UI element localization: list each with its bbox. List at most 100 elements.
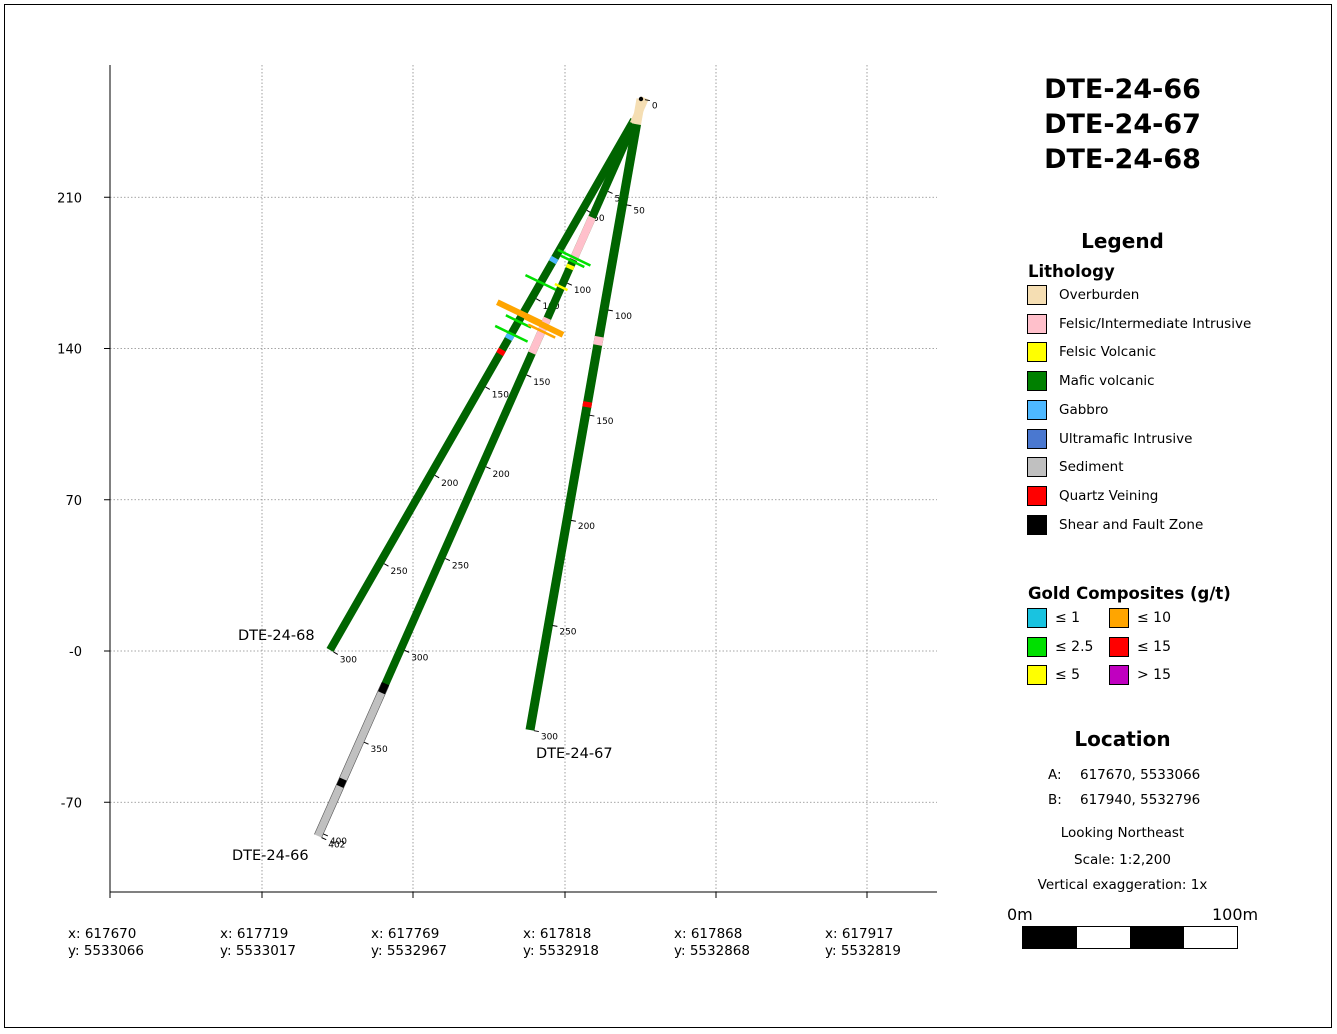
gold-composite [524, 274, 557, 292]
depth-label: 150 [533, 378, 550, 388]
gold-composite [527, 323, 556, 339]
y-tick-label: 140 [57, 343, 82, 358]
lithology-item: Mafic volcanic [1027, 369, 1155, 393]
depth-label: 402 [328, 841, 345, 851]
depth-label: 200 [441, 479, 458, 489]
title-hole-3: DTE-24-68 [1044, 144, 1201, 175]
gold-swatch [1109, 608, 1129, 628]
depth-label: 150 [492, 390, 509, 400]
collar-marker [638, 96, 644, 102]
scalebar-segment [1076, 927, 1130, 948]
gold-heading: Gold Composites (g/t) [1028, 584, 1231, 603]
lithology-item: Overburden [1027, 283, 1139, 307]
depth-tick [570, 519, 576, 522]
map-scale: Scale: 1:2,200 [1074, 852, 1171, 868]
gold-label: ≤ 1 [1055, 610, 1081, 626]
lithology-item: Quartz Veining [1027, 484, 1158, 508]
lithology-label: Felsic Volcanic [1059, 344, 1157, 361]
axes [104, 65, 937, 898]
depth-tick [533, 730, 539, 733]
x-tick-label-northing: y: 5532819 [825, 943, 901, 959]
depth-tick [404, 649, 410, 653]
depth-tick [526, 374, 532, 378]
gold-swatch [1027, 636, 1047, 657]
gold-composite [554, 282, 569, 292]
hole-label: DTE-24-67 [536, 746, 613, 762]
hole-outline [321, 686, 389, 838]
lithology-heading: Lithology [1028, 262, 1115, 281]
lithology-interval [381, 122, 638, 688]
y-tick-label: -70 [61, 796, 82, 811]
depth-tick [485, 386, 491, 390]
depth-label: 50 [633, 207, 645, 217]
depth-tick [607, 190, 613, 194]
hole-label: DTE-24-68 [238, 628, 315, 644]
x-tick-label-northing: y: 5533017 [220, 943, 296, 959]
location-b-value: 617940, 5532796 [1080, 792, 1201, 808]
lithology-swatch [1027, 342, 1047, 363]
lithology-interval [496, 347, 506, 357]
depth-label: 350 [371, 745, 388, 755]
gold-item: ≤ 5 [1027, 663, 1080, 687]
lithology-swatch [1027, 371, 1047, 392]
location-heading: Location [1074, 727, 1171, 751]
drill-hole: 0 50 100 150 200 250 300 DTE-24-67 [525, 96, 658, 762]
lithology-swatch [1027, 485, 1047, 506]
lithology-label: Mafic volcanic [1059, 373, 1155, 390]
gold-label: ≤ 15 [1137, 638, 1171, 655]
location-b: B: 617940, 5532796 [1048, 792, 1200, 808]
depth-tick [644, 99, 650, 102]
gold-item: ≤ 10 [1109, 606, 1171, 630]
gold-composite [505, 314, 532, 329]
lithology-item: Felsic Volcanic [1027, 340, 1156, 364]
lithology-swatch [1027, 285, 1047, 305]
x-tick-label-northing: y: 5533066 [68, 943, 144, 959]
location-a: A: 617670, 5533066 [1048, 767, 1200, 783]
depth-tick [567, 282, 573, 286]
depth-tick [445, 558, 451, 562]
y-tick-label: 70 [65, 494, 82, 509]
gold-item: ≤ 2.5 [1027, 635, 1093, 659]
lithology-interval [314, 683, 389, 838]
drill-hole: 50 100 150 200 250 300 DTE-24-68 [238, 118, 638, 665]
lithology-item: Shear and Fault Zone [1027, 513, 1203, 537]
lithology-label: Quartz Veining [1059, 487, 1159, 504]
depth-tick [333, 651, 339, 655]
depth-tick [589, 414, 595, 417]
gold-composite [557, 248, 591, 267]
scalebar-start-label: 0m [1007, 905, 1033, 924]
scalebar-segment [1023, 927, 1077, 948]
depth-label: 200 [493, 470, 510, 480]
hole-label: DTE-24-66 [232, 848, 309, 864]
depth-label: 0 [652, 102, 658, 112]
depth-label: 400 [330, 837, 347, 847]
location-a-label: A: [1048, 767, 1062, 783]
depth-tick [485, 466, 491, 470]
scalebar-segment [1130, 927, 1184, 948]
lithology-interval [525, 123, 641, 731]
depth-label: 300 [411, 653, 428, 663]
grid-lines [110, 65, 937, 892]
x-tick-label-northing: y: 5532967 [371, 943, 447, 959]
depth-tick [434, 474, 440, 479]
lithology-interval [336, 777, 347, 789]
x-tick-label-easting: x: 617769 [371, 926, 439, 942]
gold-swatch [1109, 636, 1129, 657]
lithology-interval [326, 118, 638, 652]
depth-label: 250 [390, 567, 407, 577]
map-frame [4, 4, 1332, 1028]
x-tick-label-northing: y: 5532918 [523, 943, 599, 959]
gold-composite [523, 313, 565, 338]
x-tick-label-easting: x: 617818 [523, 926, 591, 942]
lithology-label: Felsic/Intermediate Intrusive [1059, 315, 1252, 332]
lithology-interval [632, 98, 646, 126]
view-direction: Looking Northeast [1060, 825, 1185, 841]
gold-label: ≤ 5 [1055, 667, 1081, 683]
depth-label: 250 [452, 562, 469, 572]
y-tick-label: 210 [57, 191, 82, 206]
title-hole-2: DTE-24-67 [1044, 109, 1201, 140]
depth-tick [626, 204, 632, 207]
gold-swatch [1027, 608, 1047, 628]
gold-label: ≤ 10 [1137, 610, 1171, 626]
